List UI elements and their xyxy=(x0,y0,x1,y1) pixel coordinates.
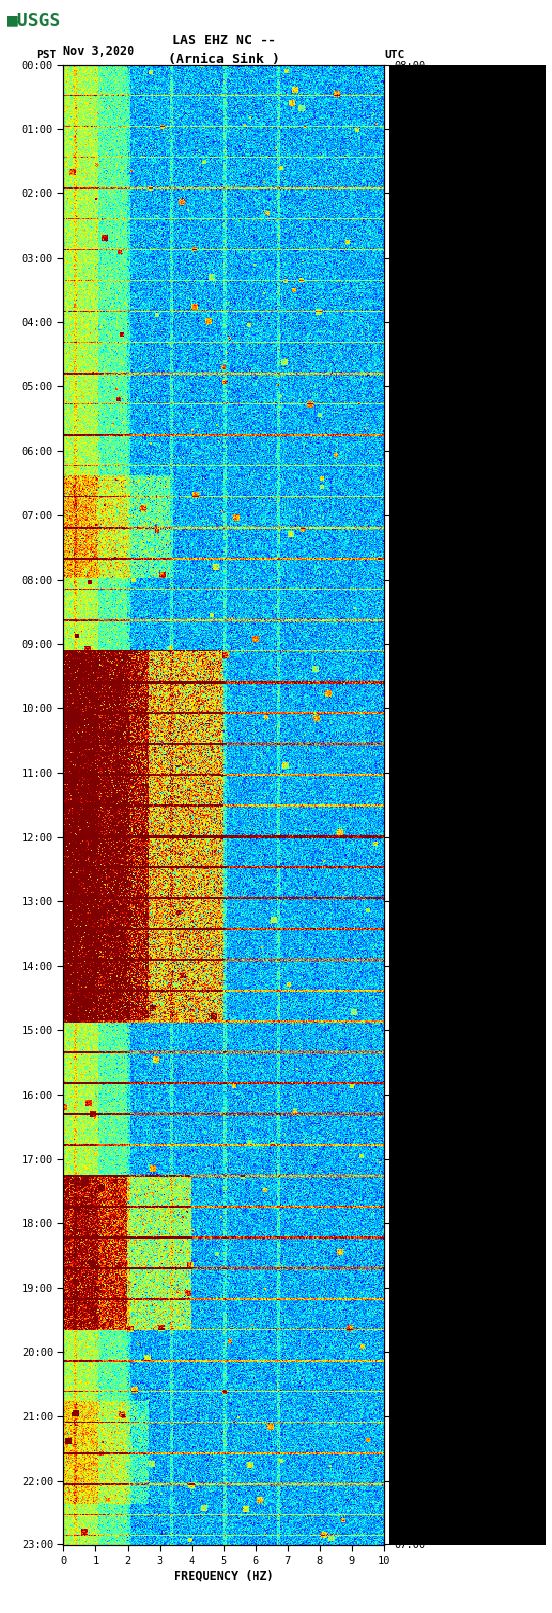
Text: (Arnica Sink ): (Arnica Sink ) xyxy=(168,53,279,66)
X-axis label: FREQUENCY (HZ): FREQUENCY (HZ) xyxy=(174,1569,273,1582)
Text: Nov 3,2020: Nov 3,2020 xyxy=(63,45,135,58)
Text: LAS EHZ NC --: LAS EHZ NC -- xyxy=(172,34,275,47)
Text: PST: PST xyxy=(36,50,56,60)
Text: UTC: UTC xyxy=(384,50,405,60)
Text: ■USGS: ■USGS xyxy=(7,11,61,29)
